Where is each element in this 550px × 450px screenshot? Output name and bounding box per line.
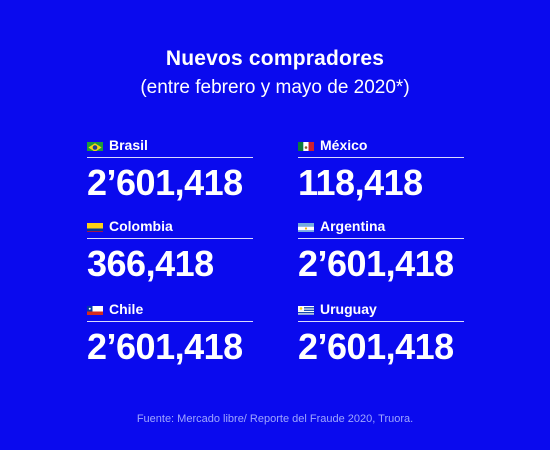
buyers-value: 2’601,418 xyxy=(87,162,243,203)
page-title: Nuevos compradores xyxy=(165,47,385,70)
country-name: Colombia xyxy=(109,218,173,234)
country-name: México xyxy=(320,137,368,153)
country-card-colombia: Colombia 366,418 xyxy=(87,214,253,282)
country-header: Argentina xyxy=(298,214,464,239)
brazil-flag-icon xyxy=(87,140,103,151)
country-header: Chile xyxy=(87,297,253,322)
country-name: Uruguay xyxy=(320,301,377,317)
buyers-value: 118,418 xyxy=(298,162,423,203)
colombia-flag-icon xyxy=(87,221,103,232)
uruguay-flag-icon xyxy=(298,304,314,315)
source-footnote: Fuente: Mercado libre/ Reporte del Fraud… xyxy=(136,413,414,425)
mexico-flag-icon xyxy=(298,140,314,151)
buyers-value: 2’601,418 xyxy=(298,326,454,367)
country-header: México xyxy=(298,133,464,158)
country-name: Chile xyxy=(109,301,144,317)
buyers-value: 366,418 xyxy=(87,243,214,284)
country-card-chile: Chile 2’601,418 xyxy=(87,297,253,365)
buyers-value: 2’601,418 xyxy=(298,243,454,284)
country-card-uruguay: Uruguay 2’601,418 xyxy=(298,297,464,365)
country-name: Brasil xyxy=(109,137,148,153)
chile-flag-icon xyxy=(87,304,103,315)
buyers-value: 2’601,418 xyxy=(87,326,243,367)
page-subtitle: (entre febrero y mayo de 2020*) xyxy=(140,77,410,98)
country-header: Brasil xyxy=(87,133,253,158)
country-name: Argentina xyxy=(320,218,386,234)
argentina-flag-icon xyxy=(298,221,314,232)
country-card-argentina: Argentina 2’601,418 xyxy=(298,214,464,282)
country-header: Uruguay xyxy=(298,297,464,322)
country-card-brasil: Brasil 2’601,418 xyxy=(87,133,253,201)
country-header: Colombia xyxy=(87,214,253,239)
country-card-mexico: México 118,418 xyxy=(298,133,464,201)
